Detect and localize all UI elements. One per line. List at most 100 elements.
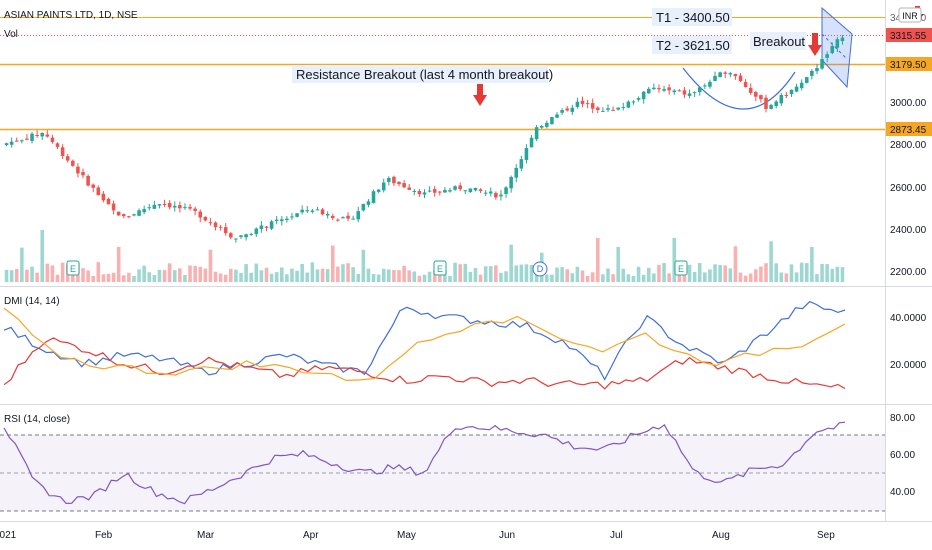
- earnings-marker[interactable]: E: [66, 260, 80, 276]
- svg-text:INR: INR: [902, 11, 918, 21]
- candle-body: [366, 201, 371, 205]
- time-label: Apr: [303, 530, 319, 541]
- volume-bar: [825, 264, 829, 282]
- candle-body: [20, 140, 24, 142]
- volume-bar: [427, 271, 432, 282]
- volume-bar: [55, 274, 60, 282]
- volume-label[interactable]: Vol: [4, 29, 18, 40]
- volume-bar: [534, 270, 539, 282]
- candle-body: [488, 191, 493, 194]
- price-tick: 2400.00: [890, 225, 927, 236]
- candle-body: [565, 108, 569, 111]
- volume-bar: [840, 267, 845, 282]
- candle-body: [555, 114, 559, 118]
- volume-bar: [4, 269, 9, 282]
- candle-body: [483, 192, 488, 194]
- volume-bar: [585, 275, 590, 282]
- volume-bar: [157, 269, 162, 282]
- volume-bar: [738, 272, 743, 282]
- breakout-label[interactable]: Breakout: [753, 34, 805, 49]
- rsi-label[interactable]: RSI (14, close): [4, 414, 70, 425]
- volume-bar: [621, 268, 626, 282]
- volume-bar: [509, 244, 513, 282]
- candle-body: [341, 217, 345, 219]
- candle-body: [132, 214, 136, 216]
- volume-bar: [779, 272, 784, 282]
- resistance-label-bg: [292, 65, 548, 83]
- resistance-arrow-icon[interactable]: [473, 84, 487, 106]
- symbol-title[interactable]: ASIAN PAINTS LTD, 1D, NSE: [4, 10, 138, 21]
- candle-body: [438, 191, 442, 193]
- volume-bar: [376, 274, 381, 282]
- volume-bar: [264, 267, 269, 282]
- volume-bar: [748, 273, 753, 282]
- candle-body: [223, 227, 228, 234]
- dmi-label[interactable]: DMI (14, 14): [4, 296, 60, 307]
- volume-bar: [596, 238, 600, 282]
- volume-bar: [81, 268, 85, 282]
- volume-bar: [366, 268, 371, 282]
- volume-bar: [662, 262, 666, 282]
- candle-body: [387, 177, 391, 182]
- volume-bar: [769, 241, 773, 282]
- volume-bar: [152, 275, 157, 282]
- candle-body: [504, 187, 508, 195]
- price-pane: [0, 0, 885, 286]
- volume-bar: [565, 269, 569, 282]
- candle-body: [708, 81, 712, 87]
- rounding-bottom-curve[interactable]: [682, 67, 796, 110]
- dmi-tick: 20.0000: [890, 360, 927, 371]
- candle-body: [453, 186, 457, 190]
- dividend-marker[interactable]: D: [532, 261, 548, 277]
- currency-badge[interactable]: INR: [898, 7, 922, 23]
- price-badge-low-text: 2873.45: [890, 125, 927, 136]
- candle-body: [590, 103, 595, 109]
- volume-bar: [601, 274, 605, 282]
- candle-body: [71, 160, 75, 166]
- t2-label-bg: [652, 36, 732, 54]
- volume-bar: [789, 264, 794, 282]
- candle-body: [218, 226, 223, 228]
- volume-bar: [743, 275, 748, 282]
- candle-body: [183, 207, 187, 209]
- candle-body: [320, 209, 325, 215]
- volume-bar: [697, 263, 702, 282]
- volume-bar: [167, 263, 172, 282]
- volume-bar: [50, 265, 55, 282]
- candle-body: [835, 39, 840, 48]
- price-badge-last-text: 3315.55: [890, 31, 927, 42]
- volume-bar: [30, 266, 34, 282]
- t2-label[interactable]: T2 - 3621.50: [656, 38, 730, 53]
- volume-bar: [494, 265, 498, 282]
- rsi-path: [3, 421, 846, 505]
- volume-bar: [341, 264, 345, 282]
- t1-label[interactable]: T1 - 3400.50: [656, 10, 730, 25]
- resistance-label[interactable]: Resistance Breakout (last 4 month breako…: [296, 67, 553, 82]
- volume-bar: [20, 247, 24, 282]
- volume-bar: [417, 275, 422, 282]
- candle-body: [580, 100, 585, 104]
- svg-text:E: E: [70, 264, 76, 274]
- candle-body: [779, 94, 784, 104]
- volume-bar: [478, 274, 483, 282]
- candle-body: [478, 189, 483, 191]
- volume-bar: [545, 274, 549, 282]
- volume-bar: [14, 269, 19, 282]
- volume-bar: [392, 269, 396, 282]
- volume-bar: [810, 246, 814, 282]
- candle-body: [458, 185, 462, 190]
- candle-body: [50, 137, 55, 142]
- volume-bar: [183, 274, 187, 282]
- breakout-arrow-icon[interactable]: [808, 33, 822, 56]
- volume-bar: [330, 245, 335, 282]
- volume-bar: [835, 266, 840, 282]
- volume-bar: [616, 246, 620, 282]
- candle-body: [295, 213, 299, 217]
- volume-bar: [127, 272, 131, 282]
- candle-body: [325, 213, 330, 216]
- candle-body: [840, 37, 845, 42]
- candle-body: [310, 210, 315, 212]
- volume-bar: [203, 268, 208, 282]
- earnings-marker[interactable]: E: [433, 260, 447, 276]
- earnings-marker[interactable]: E: [674, 260, 688, 276]
